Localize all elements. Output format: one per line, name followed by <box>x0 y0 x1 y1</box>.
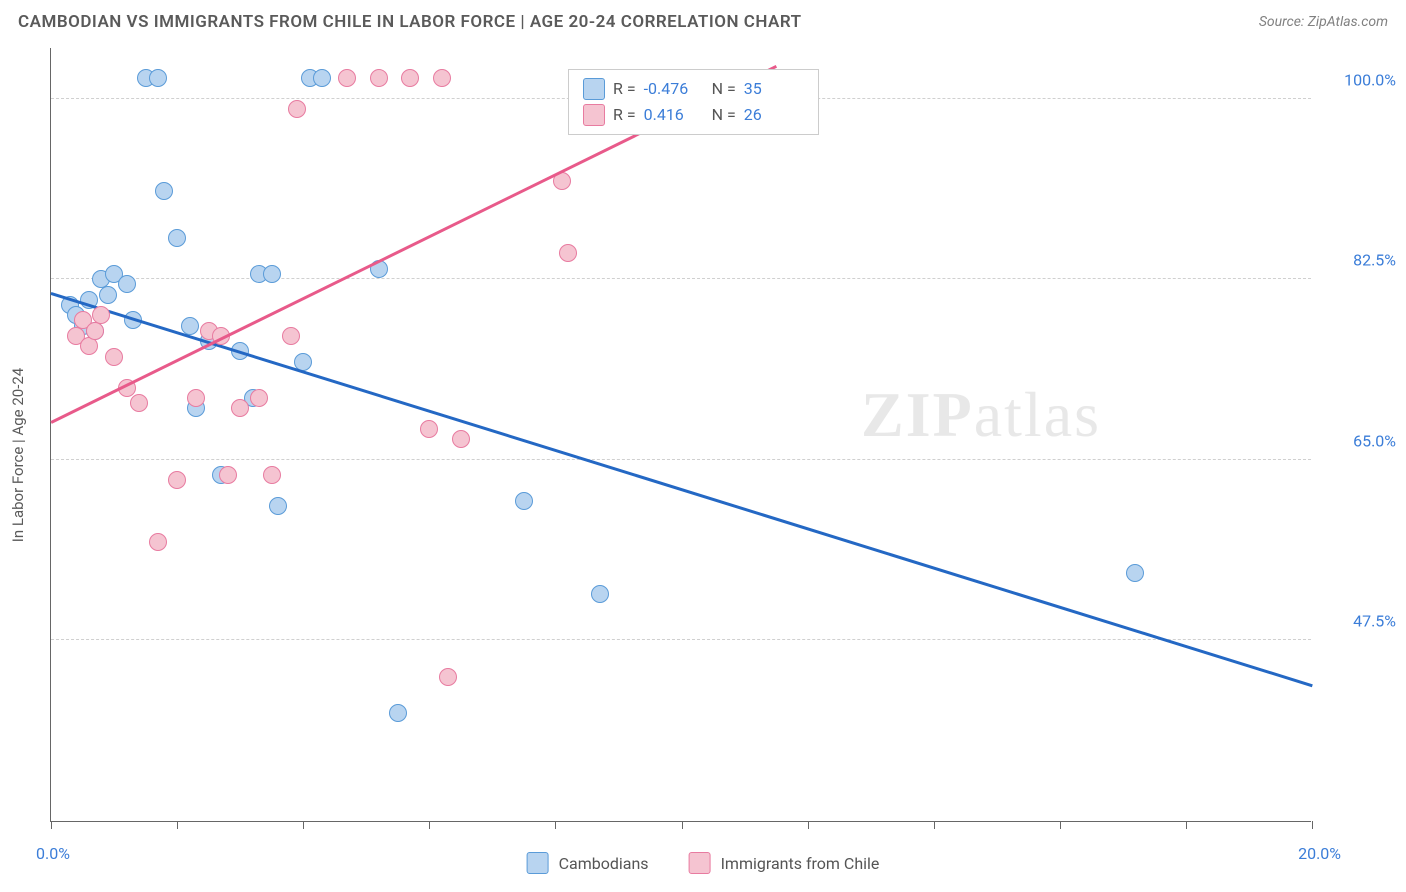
data-point <box>250 389 268 407</box>
gridline <box>51 639 1311 640</box>
data-point <box>313 69 331 87</box>
x-tick <box>1186 821 1187 829</box>
data-point <box>282 327 300 345</box>
data-point <box>231 399 249 417</box>
data-point <box>338 69 356 87</box>
data-point <box>86 322 104 340</box>
trend-line <box>51 292 1313 687</box>
x-max-label: 20.0% <box>1298 844 1341 863</box>
data-point <box>1126 564 1144 582</box>
data-point <box>219 466 237 484</box>
legend-item-cambodians: Cambodians <box>527 852 649 874</box>
data-point <box>591 585 609 603</box>
swatch-icon <box>689 852 711 874</box>
x-tick <box>1312 821 1313 829</box>
r-value: 0.416 <box>644 105 704 124</box>
x-tick <box>177 821 178 829</box>
data-point <box>118 275 136 293</box>
data-point <box>401 69 419 87</box>
data-point <box>420 420 438 438</box>
legend-item-chile: Immigrants from Chile <box>689 852 880 874</box>
x-tick <box>303 821 304 829</box>
stats-legend: R = -0.476 N = 35 R = 0.416 N = 26 <box>568 69 819 135</box>
x-tick <box>1060 821 1061 829</box>
watermark: ZIPatlas <box>861 378 1101 452</box>
data-point <box>389 704 407 722</box>
x-tick <box>429 821 430 829</box>
data-point <box>433 69 451 87</box>
data-point <box>105 348 123 366</box>
x-tick <box>808 821 809 829</box>
r-value: -0.476 <box>644 79 704 98</box>
data-point <box>263 466 281 484</box>
bottom-legend: Cambodians Immigrants from Chile <box>527 852 880 874</box>
data-point <box>559 244 577 262</box>
r-label: R = <box>613 105 636 124</box>
swatch-icon <box>583 78 605 100</box>
data-point <box>149 533 167 551</box>
x-tick <box>51 821 52 829</box>
n-value: 26 <box>744 105 804 124</box>
gridline <box>51 278 1311 279</box>
x-tick <box>682 821 683 829</box>
data-point <box>288 100 306 118</box>
y-axis-label: In Labor Force | Age 20-24 <box>9 368 27 542</box>
x-tick <box>934 821 935 829</box>
gridline <box>51 459 1311 460</box>
r-label: R = <box>613 79 636 98</box>
data-point <box>263 265 281 283</box>
data-point <box>187 389 205 407</box>
data-point <box>130 394 148 412</box>
stats-legend-row: R = 0.416 N = 26 <box>583 102 804 128</box>
data-point <box>168 471 186 489</box>
legend-label: Immigrants from Chile <box>721 854 880 873</box>
data-point <box>99 286 117 304</box>
data-point <box>92 306 110 324</box>
chart-title: CAMBODIAN VS IMMIGRANTS FROM CHILE IN LA… <box>18 12 802 32</box>
data-point <box>439 668 457 686</box>
x-min-label: 0.0% <box>36 844 70 863</box>
data-point <box>181 317 199 335</box>
legend-label: Cambodians <box>559 854 649 873</box>
data-point <box>515 492 533 510</box>
swatch-icon <box>527 852 549 874</box>
data-point <box>168 229 186 247</box>
data-point <box>80 337 98 355</box>
y-tick-label: 65.0% <box>1321 431 1396 450</box>
y-tick-label: 100.0% <box>1321 70 1396 89</box>
n-label: N = <box>712 105 736 124</box>
x-tick <box>555 821 556 829</box>
data-point <box>269 497 287 515</box>
data-point <box>149 69 167 87</box>
data-point <box>370 69 388 87</box>
data-point <box>155 182 173 200</box>
n-label: N = <box>712 79 736 98</box>
source-label: Source: ZipAtlas.com <box>1259 14 1388 30</box>
stats-legend-row: R = -0.476 N = 35 <box>583 76 804 102</box>
y-tick-label: 47.5% <box>1321 612 1396 631</box>
n-value: 35 <box>744 79 804 98</box>
swatch-icon <box>583 104 605 126</box>
data-point <box>452 430 470 448</box>
y-tick-label: 82.5% <box>1321 251 1396 270</box>
scatter-chart: ZIPatlas 47.5%65.0%82.5%100.0%0.0%20.0%R… <box>50 48 1311 822</box>
